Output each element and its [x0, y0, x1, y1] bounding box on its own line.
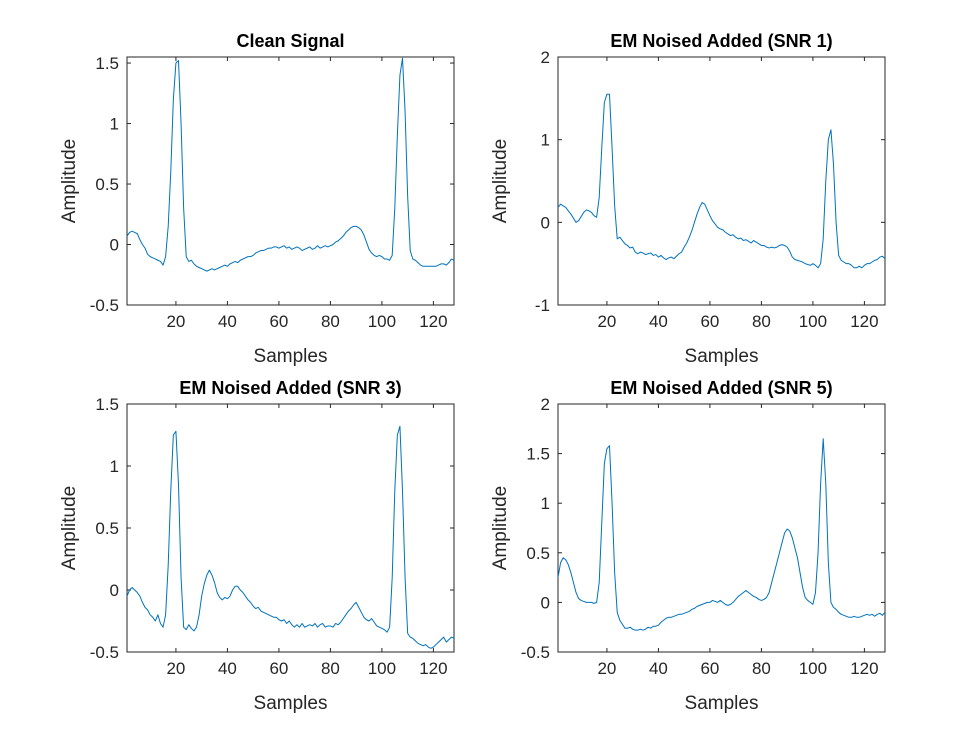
y-tick-label: 1: [110, 115, 119, 134]
plot-title: Clean Signal: [236, 31, 344, 51]
y-tick-label: 1.5: [95, 395, 119, 414]
plot-title: EM Noised Added (SNR 3): [179, 378, 401, 398]
x-tick-label: 40: [218, 659, 237, 678]
x-tick-label: 120: [419, 659, 447, 678]
y-tick-label: 1: [541, 494, 550, 513]
x-tick-label: 20: [166, 312, 185, 331]
x-tick-label: 60: [700, 312, 719, 331]
y-tick-label: 0: [541, 213, 550, 232]
y-tick-label: -1: [535, 296, 550, 315]
series-line: [557, 438, 886, 631]
x-tick-label: 120: [850, 312, 878, 331]
axes-box: [557, 403, 886, 653]
axes-box: [126, 56, 455, 306]
x-tick-label: 100: [368, 312, 396, 331]
x-tick-label: 60: [269, 659, 288, 678]
x-tick-label: 20: [597, 312, 616, 331]
x-tick-label: 40: [649, 659, 668, 678]
y-tick-label: 0: [110, 581, 119, 600]
y-tick-label: 0.5: [526, 544, 550, 563]
x-tick-label: 80: [321, 659, 340, 678]
y-axis-label: Amplitude: [59, 486, 80, 571]
subplot-2: 20 40 60 80 100 120 -1 0 1 2 EM Noised Added (SNR …: [490, 31, 886, 367]
x-tick-label: 60: [700, 659, 719, 678]
y-tick-label: 0: [110, 236, 119, 255]
x-tick-label: 40: [649, 312, 668, 331]
x-axis-label: Samples: [254, 346, 328, 367]
series-line: [126, 57, 455, 272]
y-tick-label: 2: [541, 395, 550, 414]
axes-box: [126, 403, 455, 653]
series-line: [126, 425, 455, 649]
plot-title: EM Noised Added (SNR 1): [610, 31, 832, 51]
y-tick-label: 0.5: [95, 519, 119, 538]
subplot-1: 20 40 60 80 100 120 -0.5 0 0.5 1 1.5 Clean Signal Sa…: [59, 31, 455, 367]
y-axis-label: Amplitude: [490, 139, 511, 224]
subplot-3: 20 40 60 80 100 120 -0.5 0 0.5 1 1.5 EM Noised Adde…: [59, 378, 455, 714]
x-tick-label: 80: [752, 659, 771, 678]
x-tick-label: 80: [752, 312, 771, 331]
plot-title: EM Noised Added (SNR 5): [610, 378, 832, 398]
series-line: [557, 93, 886, 269]
y-tick-label: 1: [110, 457, 119, 476]
y-axis-label: Amplitude: [59, 139, 80, 224]
subplot-4: 20 40 60 80 100 120 -0.5 0 0.5 1 1.5 2 EM Noised Add…: [490, 378, 886, 714]
axes-box: [557, 56, 886, 306]
x-tick-label: 100: [799, 659, 827, 678]
y-tick-label: 2: [541, 48, 550, 67]
y-tick-label: 1.5: [526, 445, 550, 464]
x-tick-label: 120: [850, 659, 878, 678]
x-tick-label: 40: [218, 312, 237, 331]
x-axis-label: Samples: [685, 693, 759, 714]
y-tick-label: 1.5: [95, 54, 119, 73]
x-tick-label: 20: [597, 659, 616, 678]
x-tick-label: 120: [419, 312, 447, 331]
x-tick-label: 100: [368, 659, 396, 678]
y-tick-label: -0.5: [90, 296, 119, 315]
y-tick-label: 1: [541, 131, 550, 150]
y-axis-label: Amplitude: [490, 486, 511, 571]
x-axis-label: Samples: [254, 693, 328, 714]
x-axis-label: Samples: [685, 346, 759, 367]
y-tick-label: 0.5: [95, 175, 119, 194]
x-tick-label: 60: [269, 312, 288, 331]
y-tick-label: -0.5: [521, 643, 550, 662]
y-tick-label: 0: [541, 593, 550, 612]
x-tick-label: 20: [166, 659, 185, 678]
y-tick-label: -0.5: [90, 643, 119, 662]
x-tick-label: 100: [799, 312, 827, 331]
x-tick-label: 80: [321, 312, 340, 331]
